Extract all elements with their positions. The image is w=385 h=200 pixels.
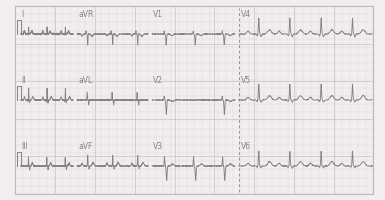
- Text: V6: V6: [241, 142, 251, 151]
- Text: V4: V4: [241, 10, 251, 19]
- Text: aVF: aVF: [78, 142, 92, 151]
- Text: V1: V1: [153, 10, 163, 19]
- Text: V3: V3: [153, 142, 163, 151]
- Text: aVL: aVL: [78, 76, 92, 85]
- Text: III: III: [22, 142, 28, 151]
- Text: aVR: aVR: [78, 10, 94, 19]
- Text: V2: V2: [153, 76, 163, 85]
- Text: II: II: [22, 76, 26, 85]
- Text: V5: V5: [241, 76, 251, 85]
- Text: I: I: [22, 10, 24, 19]
